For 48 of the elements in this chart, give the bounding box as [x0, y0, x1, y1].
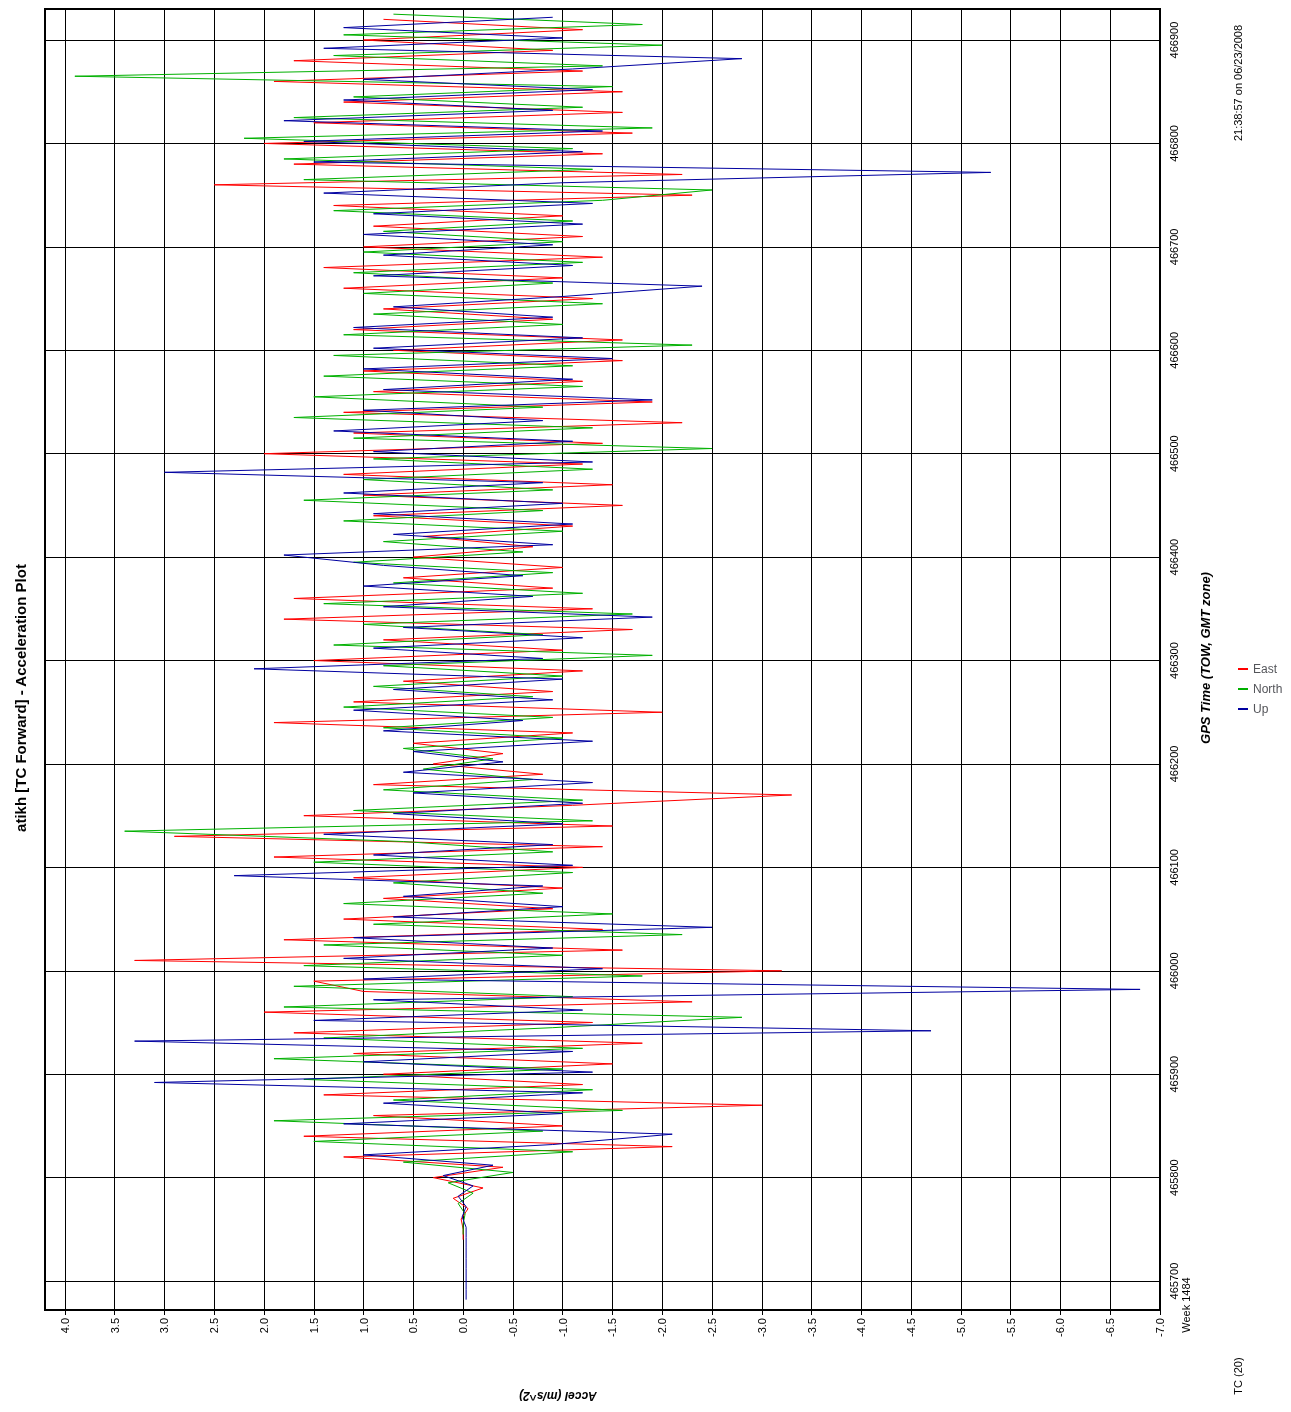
x-tick-label: -2.0	[656, 1318, 669, 1337]
line-series	[74, 13, 743, 1235]
x-tick-label: 2.5	[208, 1318, 221, 1334]
x-tick-label: -6.5	[1104, 1318, 1117, 1337]
x-tick-label: -3.0	[755, 1318, 768, 1337]
x-tick-label: 2.0	[258, 1318, 271, 1334]
y-tick-label: 466500	[1167, 435, 1180, 473]
x-tick-label: -1.5	[606, 1318, 619, 1337]
y-tick-label: 465900	[1167, 1055, 1180, 1093]
x-tick-label: -5.5	[1004, 1318, 1017, 1337]
text: Week 1484	[1180, 1277, 1192, 1333]
x-tick-label: -1.0	[556, 1318, 569, 1337]
y-tick-label: 466400	[1167, 538, 1180, 576]
x-tick-label: -4.5	[905, 1318, 918, 1337]
x-tick-label: -5.0	[954, 1318, 967, 1337]
y-tick-label: 465700	[1167, 1262, 1180, 1300]
line-series	[134, 18, 793, 1241]
text: TC (20)	[1232, 1357, 1244, 1395]
legend-label: Up	[1253, 702, 1269, 716]
x-tick-label: -7.0	[1154, 1318, 1166, 1337]
x-tick-label: 1.5	[307, 1318, 320, 1334]
x-tick-label: 4.0	[58, 1318, 71, 1334]
legend-label: East	[1253, 662, 1278, 676]
x-tick-label: 0.5	[407, 1318, 420, 1334]
x-tick-label: -0.5	[506, 1318, 519, 1337]
x-tick-label: -2.5	[706, 1318, 719, 1337]
x-tick-label: -3.5	[805, 1318, 818, 1337]
y-tick-label: 466800	[1167, 125, 1180, 162]
y-tick-label: 466200	[1167, 745, 1180, 783]
y-axis-title: GPS Time (TOW, GMT zone)	[1197, 572, 1213, 744]
text: 21:38:57 on 06/23/2008	[1232, 24, 1244, 142]
x-axis-title: Accel (m/s^2)	[519, 1389, 598, 1403]
x-tick-label: -4.0	[855, 1318, 868, 1337]
text: atikh [TC Forward] - Acceleration Plot	[11, 564, 29, 832]
x-tick-label: 1.0	[357, 1318, 370, 1334]
y-tick-label: 466700	[1167, 228, 1180, 266]
x-tick-label: 0.0	[457, 1318, 470, 1334]
y-tick-label: 466600	[1167, 331, 1180, 369]
y-tick-label: 466100	[1167, 849, 1180, 886]
x-tick-label: -6.0	[1054, 1318, 1067, 1337]
y-tick-label: 466900	[1167, 21, 1180, 59]
y-tick-label: 466300	[1167, 642, 1180, 679]
legend-label: North	[1253, 682, 1283, 696]
y-tick-label: 466000	[1167, 952, 1180, 990]
x-tick-label: 3.5	[108, 1318, 121, 1334]
x-tick-label: 3.0	[158, 1318, 171, 1334]
line-series	[134, 16, 1141, 1301]
y-tick-label: 465800	[1167, 1159, 1180, 1196]
